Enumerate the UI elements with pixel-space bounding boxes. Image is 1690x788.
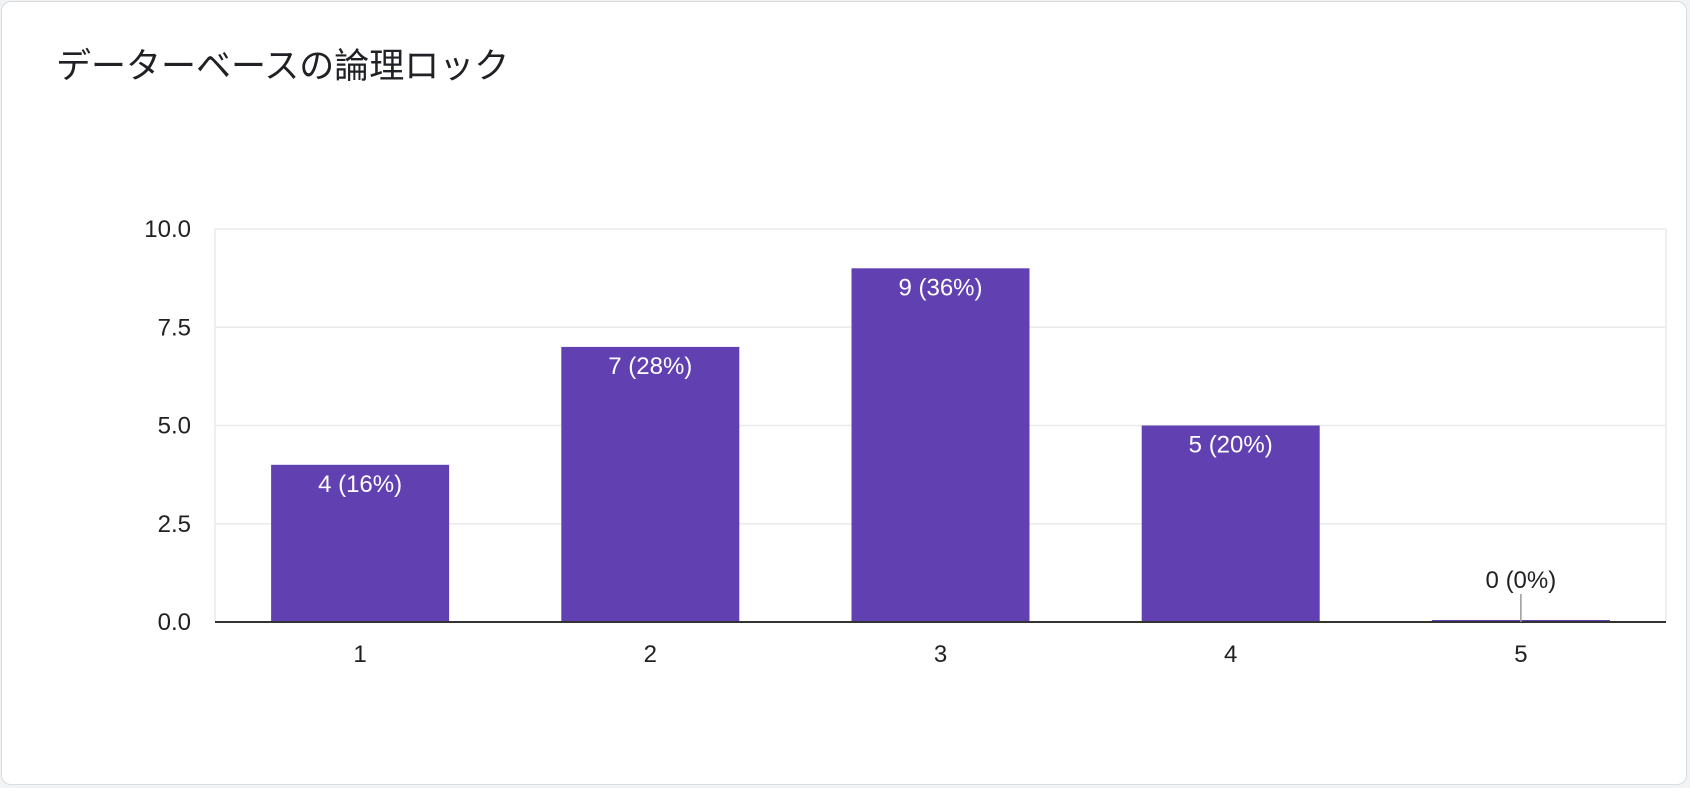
- data-labels: 4 (16%) 7 (28%) 9 (36%) 5 (20%) 0 (0%): [318, 274, 1556, 622]
- x-tick-label: 5: [1514, 641, 1527, 668]
- y-tick-label: 7.5: [158, 314, 191, 341]
- x-tick-label: 3: [934, 641, 947, 668]
- bar: [851, 268, 1030, 622]
- bar: [1141, 425, 1320, 622]
- y-tick-label: 5.0: [158, 413, 191, 440]
- bars: [271, 268, 1610, 622]
- bar: [271, 464, 450, 622]
- y-tick-label: 10.0: [144, 216, 191, 243]
- data-label: 7 (28%): [608, 353, 692, 380]
- bar: [561, 346, 740, 622]
- data-label: 4 (16%): [318, 471, 402, 498]
- x-tick-label: 4: [1224, 641, 1237, 668]
- data-label: 0 (0%): [1486, 567, 1557, 594]
- x-tick-label: 2: [644, 641, 657, 668]
- y-tick-label: 0.0: [158, 609, 191, 636]
- y-axis-ticks: 0.0 2.5 5.0 7.5 10.0: [144, 216, 191, 636]
- x-axis-ticks: 1 2 3 4 5: [353, 641, 1527, 668]
- data-label: 9 (36%): [898, 274, 982, 301]
- chart-title: データーベースの論理ロック: [56, 47, 510, 87]
- y-tick-label: 2.5: [158, 511, 191, 538]
- data-label: 5 (20%): [1189, 432, 1273, 459]
- x-tick-label: 1: [353, 641, 366, 668]
